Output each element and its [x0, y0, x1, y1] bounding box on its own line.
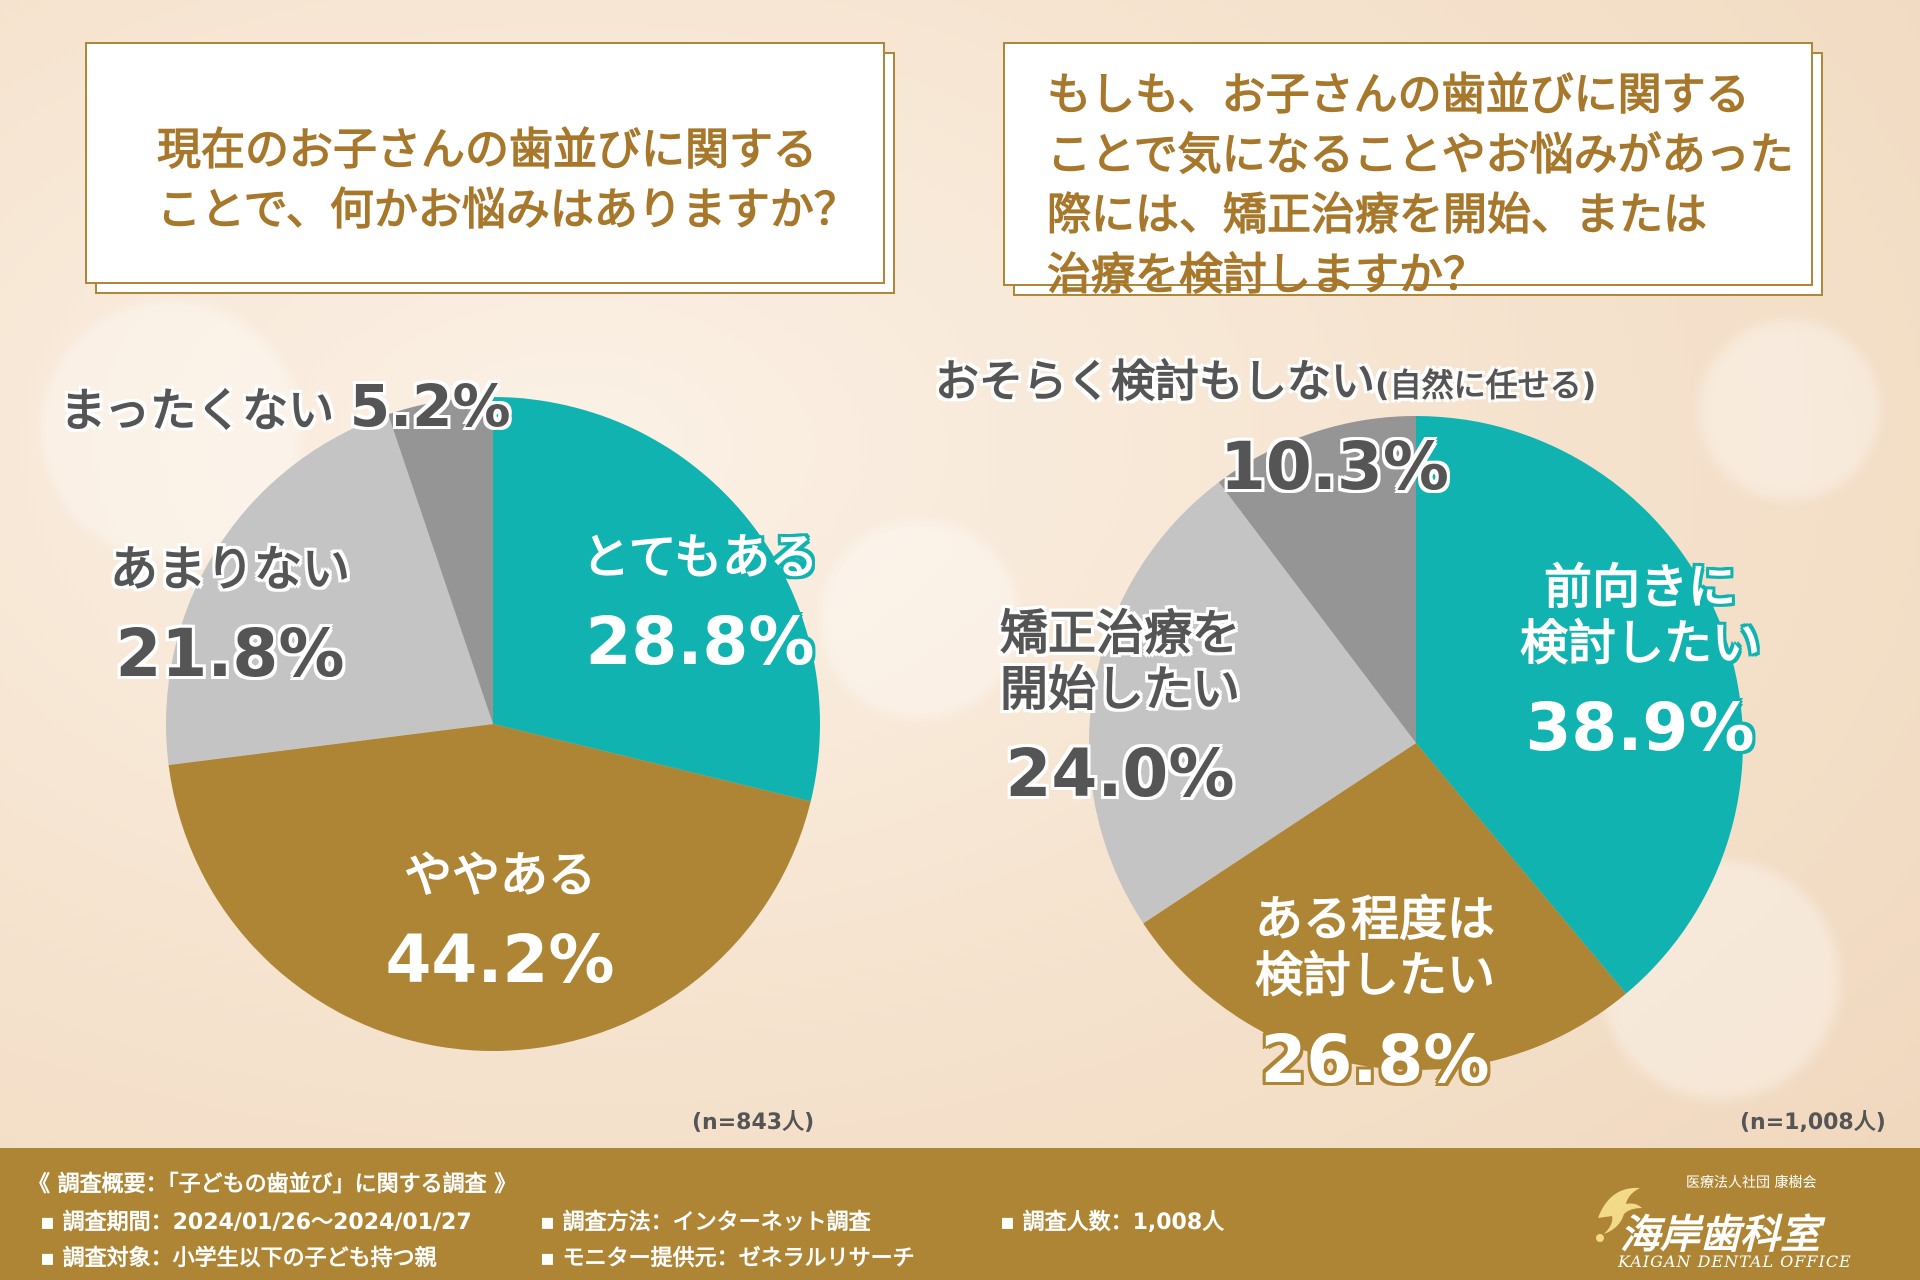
- question-2-box: もしも、お子さんの歯並びに関する ことで気になることやお悩みがあった 際には、矯…: [1003, 42, 1813, 300]
- pie2-slice-0: [1416, 416, 1744, 994]
- pie1-label-amarinai: あまりない 21.8%: [109, 541, 350, 692]
- pie2-label-10-3: 10.3%: [1220, 428, 1449, 505]
- bokeh-decoration: [820, 520, 1020, 720]
- pie2-label-kyousei: 矯正治療を 開始したい 24.0%: [999, 605, 1240, 812]
- pie2-label-aruteido: ある程度は 検討したい 26.8%: [1254, 891, 1495, 1098]
- pie1-slice-1: [168, 724, 811, 1052]
- pie1-slice-0: [493, 397, 820, 802]
- survey-method: 調査方法：インターネット調査: [540, 1204, 871, 1236]
- survey-provider: モニター提供元：ゼネラルリサーチ: [540, 1240, 915, 1272]
- pie1-slice-2: [165, 414, 493, 765]
- pie2-slice-2: [1089, 482, 1416, 924]
- pie2-label-osoraku: おそらく検討もしない(自然に任せる): [935, 356, 1597, 407]
- dolphin-logo-icon: [1596, 1187, 1642, 1242]
- logo-name: 海岸歯科室: [1620, 1211, 1820, 1258]
- pie2-n-label: (n=1,008人): [1740, 1110, 1886, 1135]
- pie2-slice-1: [1143, 743, 1627, 1070]
- survey-target: 調査対象：小学生以下の子ども持つ親: [40, 1240, 437, 1272]
- survey-footer: 《 調査概要：「子どもの歯並び」に関する調査 》 調査期間：2024/01/26…: [0, 1148, 1920, 1280]
- survey-period: 調査期間：2024/01/26〜2024/01/27: [40, 1204, 472, 1236]
- pie1-label-yayaaru: ややある 44.2%: [385, 847, 615, 998]
- pie1-n-label: (n=843人): [692, 1110, 815, 1135]
- logo-subtitle: 医療法人社団 康樹会: [1686, 1175, 1817, 1191]
- survey-count: 調査人数：1,008人: [1000, 1204, 1225, 1236]
- pie1-slice-3: [388, 397, 493, 724]
- logo-english: KAIGAN DENTAL OFFICE: [1618, 1252, 1852, 1271]
- question-1-box: 現在のお子さんの歯並びに関する ことで、何かお悩みはありますか？: [85, 42, 885, 284]
- survey-title: 《 調査概要：「子どもの歯並び」に関する調査 》: [28, 1172, 517, 1197]
- pie2-slice-3: [1218, 416, 1416, 743]
- bokeh-decoration: [1700, 320, 1880, 500]
- pie1-label-mattakunai: まったくない 5.2%: [60, 372, 511, 440]
- pie1-label-totemoaru: とてもある 28.8%: [581, 529, 819, 680]
- pie2-label-maemuki: 前向きに 検討したい 38.9%: [1519, 559, 1760, 766]
